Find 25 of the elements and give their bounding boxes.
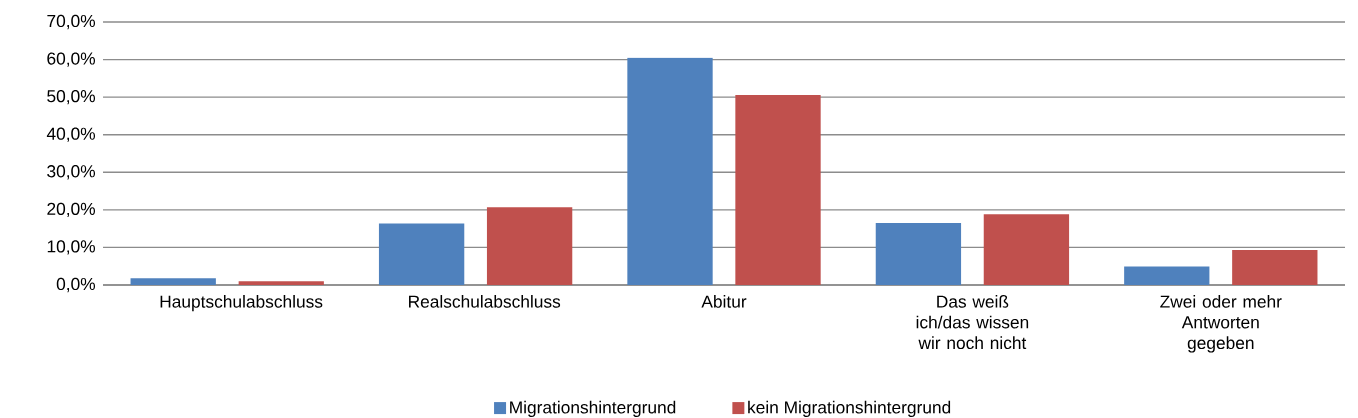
x-tick-label: Abitur [701, 295, 747, 308]
bar [735, 94, 821, 285]
x-tick-label: Das weiß ich/das wissen wir noch nicht [916, 295, 1029, 350]
x-tick-label: Hauptschulabschluss [160, 295, 323, 312]
y-tick-label: 30,0% [47, 165, 96, 180]
bar [983, 214, 1070, 285]
bar [486, 207, 573, 285]
legend-label: Migrationshintergrund [510, 400, 676, 417]
x-tick-label: Zwei oder mehr Antworten gegeben [1160, 295, 1282, 353]
y-tick-label: 20,0% [47, 202, 96, 218]
bar [238, 281, 324, 285]
bar [1124, 266, 1210, 285]
bar [875, 223, 962, 285]
bar [378, 223, 465, 285]
y-tick-label: 0,0% [56, 277, 96, 293]
bar [627, 57, 713, 285]
y-tick-label: 70,0% [47, 14, 96, 30]
y-tick-label: 60,0% [47, 52, 96, 67]
y-tick-label: 50,0% [47, 89, 96, 105]
y-tick-label: 10,0% [47, 240, 96, 255]
bar [130, 278, 216, 285]
x-tick-label: Realschulabschluss [409, 295, 561, 308]
legend-label: kein Migrationshintergrund [748, 400, 951, 417]
y-tick-label: 40,0% [46, 127, 96, 142]
bar [1232, 250, 1318, 285]
